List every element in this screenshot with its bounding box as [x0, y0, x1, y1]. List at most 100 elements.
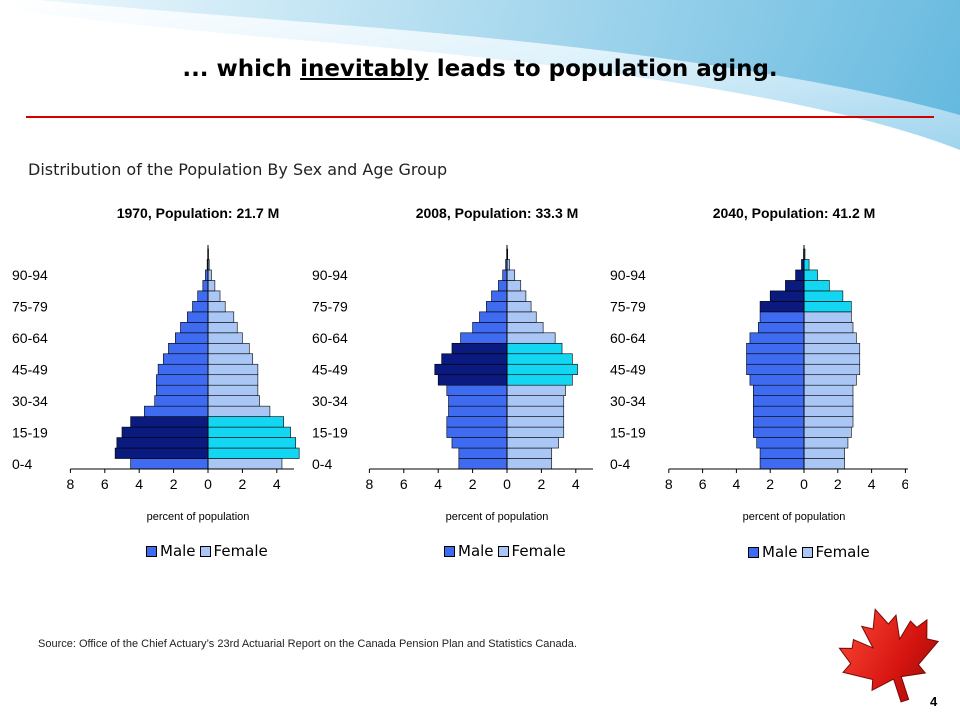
bar-female-60-64 — [506, 332, 556, 344]
bar-female-30-34 — [803, 395, 854, 407]
bar-female-10-14 — [207, 437, 297, 449]
chart-title: 1970, Population: 21.7 M — [117, 205, 280, 221]
y-tick-label: 60-64 — [312, 330, 348, 346]
bar-female-25-29 — [506, 405, 565, 417]
bar-female-35-39 — [803, 384, 854, 396]
bar-male-55-59 — [746, 342, 805, 355]
bar-female-80-84 — [506, 290, 527, 302]
title-prefix: ... which — [182, 56, 293, 82]
bar-female-75-79 — [803, 301, 852, 313]
bar-female-20-24 — [803, 416, 854, 428]
bar-male-20-24 — [130, 416, 209, 428]
x-tick-label: 4 — [135, 476, 143, 492]
bar-male-20-24 — [446, 416, 508, 428]
x-tick-label: 6 — [101, 476, 109, 492]
x-tick-label: 0 — [800, 476, 808, 492]
bar-male-60-64 — [175, 332, 209, 344]
bar-female-0-4 — [207, 458, 283, 470]
x-tick-label: 2 — [834, 476, 842, 492]
bar-male-70-74 — [479, 311, 508, 323]
bar-female-75-79 — [207, 301, 226, 313]
bar-female-45-49 — [207, 363, 259, 376]
y-tick-label: 75-79 — [12, 299, 48, 315]
bar-male-85-89 — [785, 280, 805, 292]
bar-female-90-94 — [803, 269, 818, 281]
bar-male-20-24 — [753, 416, 805, 428]
pyramid-1970: 1970, Population: 21.7 M 8 6 4 2 0 2 4 0-4 15-19 3… — [10, 193, 310, 533]
x-tick-label: 2 — [538, 476, 546, 492]
bar-female-0-4 — [803, 458, 845, 470]
bar-female-15-19 — [803, 426, 852, 438]
bar-male-0-4 — [759, 458, 805, 470]
bar-female-95-99 — [803, 259, 810, 271]
bar-male-35-39 — [753, 384, 805, 396]
legend-label-female: Female — [815, 543, 870, 561]
bar-female-90-94 — [207, 269, 212, 281]
bar-female-65-69 — [207, 322, 238, 334]
chart-title: 2008, Population: 33.3 M — [416, 205, 579, 221]
y-tick-label: 90-94 — [610, 267, 646, 283]
pyramid-svg: 1970, Population: 21.7 M 8 6 4 2 0 2 4 0-4 15-19 3… — [12, 205, 300, 523]
bar-male-0-4 — [130, 458, 209, 470]
slide-title: ... which inevitably leads to population… — [0, 56, 960, 82]
bar-male-25-29 — [144, 405, 209, 417]
bar-male-60-64 — [460, 332, 508, 344]
x-tick-label: 8 — [665, 476, 673, 492]
bar-male-85-89 — [202, 280, 209, 292]
bar-male-65-69 — [758, 322, 805, 334]
y-tick-label: 90-94 — [312, 267, 348, 283]
bar-female-5-9 — [803, 447, 845, 459]
y-tick-label: 30-34 — [12, 393, 48, 409]
bar-male-15-19 — [121, 426, 209, 438]
bar-male-10-14 — [116, 437, 209, 449]
x-tick-label: 6 — [902, 476, 908, 492]
bar-female-0-4 — [506, 458, 553, 470]
x-tick-label: 0 — [204, 476, 212, 492]
y-tick-label: 75-79 — [312, 299, 348, 315]
pyramid-2008: 2008, Population: 33.3 M 8 6 4 2 0 2 4 0-4 15-19 3… — [310, 193, 610, 533]
bar-male-10-14 — [451, 437, 508, 449]
bar-female-55-59 — [803, 342, 861, 355]
y-tick-label: 75-79 — [610, 299, 646, 315]
bar-male-50-54 — [746, 353, 805, 365]
bar-female-70-74 — [207, 311, 235, 323]
pyramid-2040: 2040, Population: 41.2 M8642024680-415-1… — [608, 193, 943, 533]
bar-female-85-89 — [506, 280, 522, 292]
legend-swatch-male — [444, 545, 455, 557]
title-suffix: leads to population aging. — [436, 56, 778, 82]
bar-male-15-19 — [446, 426, 508, 438]
maple-leaf-icon — [838, 608, 940, 703]
bar-male-35-39 — [156, 384, 209, 396]
bar-male-0-4 — [458, 458, 508, 470]
x-tick-label: 4 — [273, 476, 281, 492]
legend-2040: Male Female — [748, 543, 870, 561]
x-tick-label: 6 — [699, 476, 707, 492]
y-tick-label: 60-64 — [610, 330, 646, 346]
bar-male-50-54 — [162, 353, 209, 365]
bar-female-40-44 — [803, 374, 857, 386]
title-emphasis: inevitably — [300, 56, 429, 82]
x-tick-label: 4 — [868, 476, 876, 492]
legend-swatch-male — [146, 545, 157, 557]
bar-female-50-54 — [506, 353, 573, 365]
bar-female-15-19 — [506, 426, 565, 438]
legend-label-female: Female — [511, 542, 566, 560]
bar-female-70-74 — [506, 311, 537, 323]
bar-female-25-29 — [803, 405, 854, 417]
bar-female-80-84 — [207, 290, 221, 302]
bar-male-90-94 — [502, 269, 508, 281]
y-tick-label: 15-19 — [312, 424, 348, 440]
legend-swatch-female — [801, 546, 813, 558]
bar-female-30-34 — [506, 395, 565, 407]
bar-female-70-74 — [803, 311, 852, 323]
x-tick-label: 2 — [170, 476, 178, 492]
x-tick-label: 4 — [434, 476, 442, 492]
bar-male-80-84 — [197, 290, 209, 302]
bar-female-85-89 — [803, 280, 830, 292]
bar-male-30-34 — [753, 395, 805, 407]
bar-female-65-69 — [506, 322, 544, 334]
legend-label-male: Male — [762, 543, 798, 561]
y-tick-label: 45-49 — [610, 361, 646, 377]
bar-male-30-34 — [448, 395, 508, 407]
x-tick-label: 2 — [766, 476, 774, 492]
